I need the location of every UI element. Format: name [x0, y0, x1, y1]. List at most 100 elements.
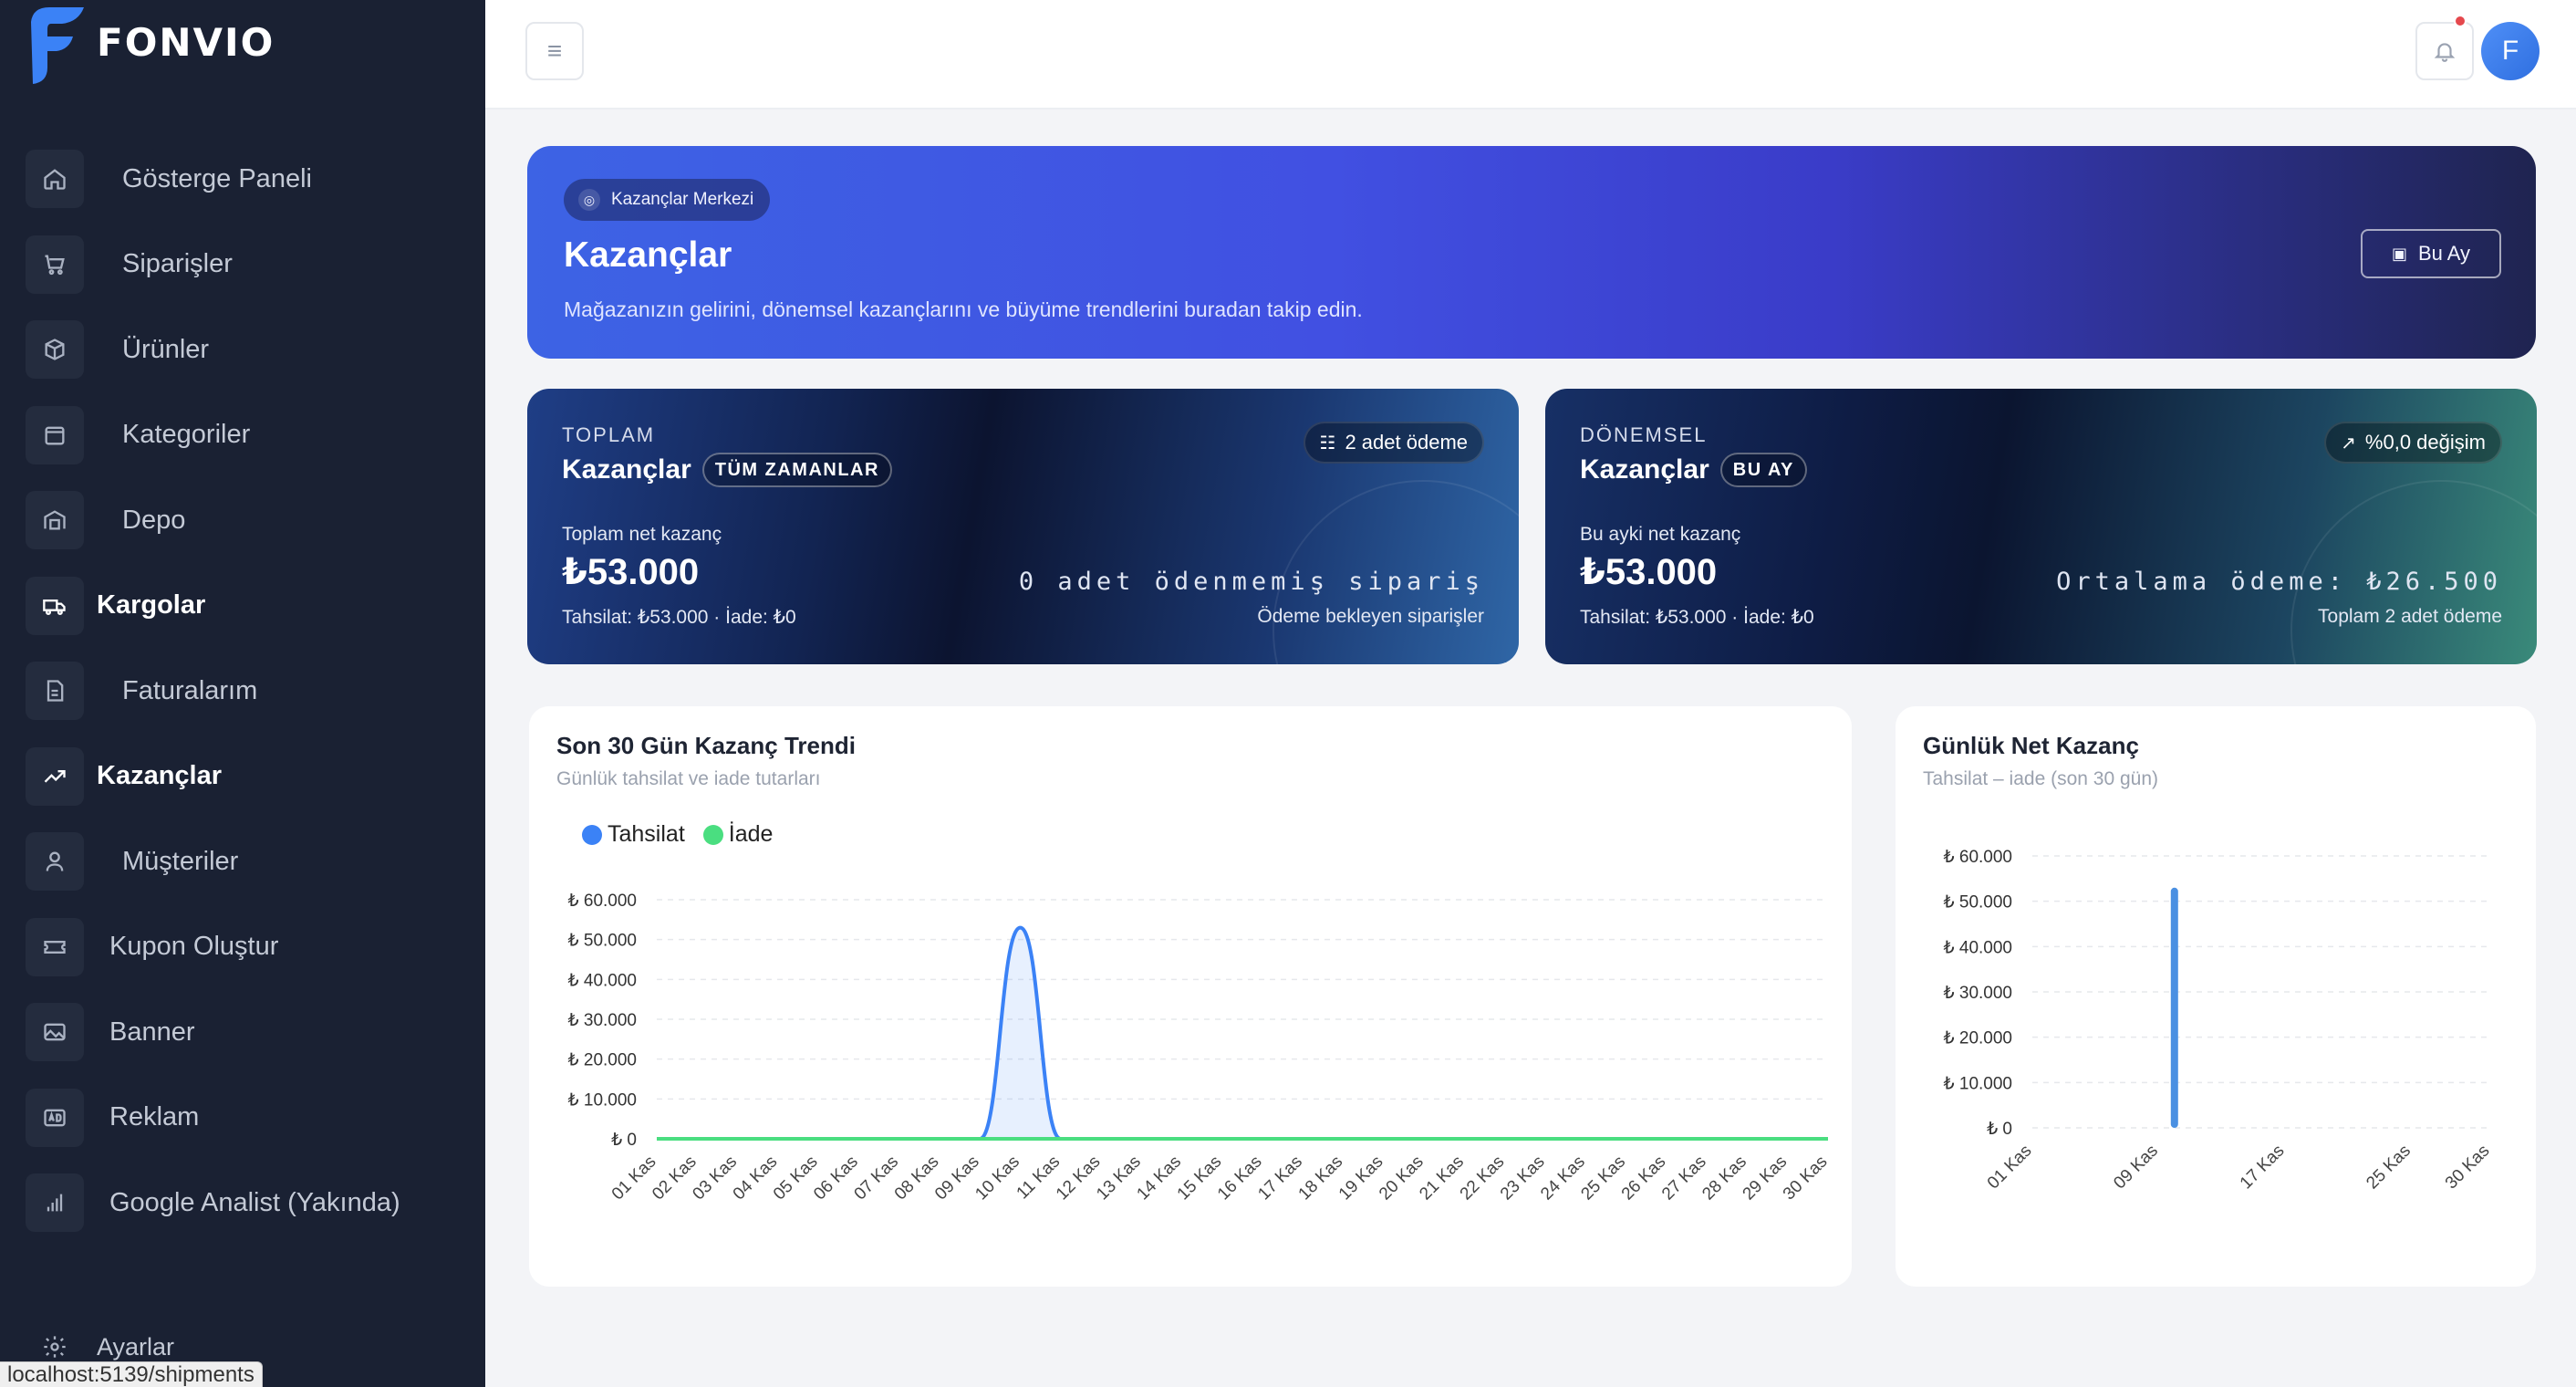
card-amount: ₺53.000 — [562, 552, 700, 592]
sidebar-item-settings[interactable]: Ayarlar — [26, 1318, 174, 1376]
notifications-button[interactable] — [2415, 22, 2474, 80]
sidebar-item-earnings[interactable]: Kazançlar — [26, 744, 463, 809]
sidebar-item-label: Siparişler — [122, 249, 233, 278]
card-title-text: Kazançlar — [1580, 454, 1709, 485]
x-tick-label: 24 Kas — [1537, 1152, 1589, 1204]
sidebar-item-label: Ürünler — [122, 334, 210, 364]
x-tick-label: 07 Kas — [851, 1152, 903, 1204]
x-tick-label: 28 Kas — [1698, 1152, 1750, 1204]
sidebar-item-categories[interactable]: Kategoriler — [26, 402, 463, 468]
sidebar-item-label: Kargolar — [97, 590, 206, 620]
y-tick-label: ₺ 60.000 — [1944, 848, 2012, 867]
topbar: ≡ F — [485, 0, 2576, 110]
bell-icon — [2434, 43, 2456, 62]
hamburger-icon: ≡ — [546, 36, 563, 65]
x-tick-label: 02 Kas — [649, 1152, 701, 1204]
x-tick-label: 20 Kas — [1376, 1152, 1428, 1204]
x-tick-label: 12 Kas — [1053, 1152, 1105, 1204]
page-title: Kazançlar — [564, 235, 732, 275]
card-period-pill: BU AY — [1719, 453, 1807, 487]
x-tick-label: 17 Kas — [2237, 1142, 2289, 1194]
card-title: Kazançlar TÜM ZAMANLAR — [562, 453, 892, 487]
sidebar-item-label: Banner — [109, 1017, 195, 1047]
sidebar-item-dashboard[interactable]: Gösterge Paneli — [26, 146, 463, 212]
x-tick-label: 08 Kas — [891, 1152, 943, 1204]
x-tick-label: 09 Kas — [2110, 1142, 2162, 1194]
y-tick-label: ₺ 10.000 — [1944, 1074, 2012, 1093]
x-tick-label: 25 Kas — [1577, 1152, 1629, 1204]
legend-label: Tahsilat — [608, 821, 685, 847]
gear-icon — [26, 1318, 84, 1376]
sidebar-item-shipments[interactable]: Kargolar — [26, 573, 463, 639]
legend-swatch — [582, 824, 602, 845]
x-tick-label: 01 Kas — [608, 1152, 660, 1204]
menu-toggle-button[interactable]: ≡ — [525, 22, 584, 80]
x-tick-label: 21 Kas — [1416, 1152, 1468, 1204]
payment-count-chip: ☷ 2 adet ödeme — [1303, 422, 1484, 464]
y-tick-label: ₺ 0 — [611, 1131, 637, 1150]
period-filter-label: Bu Ay — [2417, 242, 2471, 265]
hero-badge: ◎ Kazançlar Merkezi — [564, 179, 771, 221]
card-right-note: Toplam 2 adet ödeme — [2318, 606, 2502, 627]
sidebar-item-coupon[interactable]: Kupon Oluştur — [26, 914, 463, 980]
card-note: Tahsilat: ₺53.000 · İade: ₺0 — [562, 607, 796, 628]
brand-logo[interactable]: FONVIO — [24, 4, 275, 86]
list-icon: ☷ — [1319, 433, 1336, 454]
y-tick-label: ₺ 30.000 — [1944, 984, 2012, 1003]
sidebar-item-invoices[interactable]: Faturalarım — [26, 658, 463, 724]
legend-item-tahsilat[interactable]: Tahsilat — [582, 821, 685, 848]
panel-subtitle: Tahsilat – iade (son 30 gün) — [1923, 768, 2158, 789]
sidebar-item-products[interactable]: Ürünler — [26, 317, 463, 382]
ticket-icon — [26, 917, 84, 976]
unpaid-orders-text: 0 adet ödenmemiş sipariş — [1018, 568, 1484, 596]
y-tick-label: ₺ 0 — [1987, 1120, 2012, 1139]
settings-label: Ayarlar — [97, 1332, 175, 1361]
sidebar-item-warehouse[interactable]: Depo — [26, 487, 463, 553]
total-earnings-card: TOPLAM Kazançlar TÜM ZAMANLAR ☷ 2 adet ö… — [527, 389, 1519, 664]
y-tick-label: ₺ 50.000 — [1944, 893, 2012, 912]
sidebar-item-label: Depo — [122, 505, 186, 535]
sidebar-item-orders[interactable]: Siparişler — [26, 232, 463, 297]
bar — [2170, 887, 2178, 1128]
series-line-0 — [657, 925, 1828, 1141]
trend-chart-panel: Son 30 Gün Kazanç Trendi Günlük tahsilat… — [529, 706, 1852, 1287]
x-tick-label: 25 Kas — [2363, 1142, 2415, 1194]
sidebar-item-ads[interactable]: Reklam — [26, 1085, 463, 1151]
daily-net-chart: ₺ 0 ₺ 10.000 ₺ 20.000 ₺ 30.000 ₺ 40.000 ₺ 50.… — [1944, 848, 2494, 1194]
trending-up-icon: ↗ — [2341, 433, 2356, 454]
card-note: Tahsilat: ₺53.000 · İade: ₺0 — [1580, 607, 1814, 628]
sidebar-item-label: Kupon Oluştur — [109, 932, 279, 961]
x-tick-label: 16 Kas — [1214, 1152, 1266, 1204]
x-tick-label: 10 Kas — [971, 1152, 1023, 1204]
avatar[interactable]: F — [2481, 22, 2540, 80]
card-right-note: Ödeme bekleyen siparişler — [1257, 606, 1484, 627]
card-amount: ₺53.000 — [1580, 552, 1718, 592]
user-icon — [26, 832, 84, 891]
sidebar-item-analytics[interactable]: Google Analist (Yakında) — [26, 1170, 463, 1236]
x-tick-label: 03 Kas — [689, 1152, 741, 1204]
x-tick-label: 05 Kas — [770, 1152, 822, 1204]
trending-up-icon — [26, 746, 84, 806]
sidebar-item-customers[interactable]: Müşteriler — [26, 829, 463, 894]
legend-swatch — [702, 824, 723, 845]
card-period-pill: TÜM ZAMANLAR — [701, 453, 892, 487]
cart-icon — [26, 235, 84, 294]
card-subtitle: Bu ayki net kazanç — [1580, 524, 1741, 545]
sidebar-item-banner[interactable]: Banner — [26, 999, 463, 1065]
x-tick-label: 04 Kas — [730, 1152, 782, 1204]
y-tick-label: ₺ 20.000 — [1944, 1029, 2012, 1048]
period-filter-button[interactable]: ▣ Bu Ay — [2361, 229, 2501, 278]
card-overline: TOPLAM — [562, 423, 656, 446]
y-tick-label: ₺ 30.000 — [568, 1011, 637, 1030]
daily-net-panel: Günlük Net Kazanç Tahsilat – iade (son 3… — [1896, 706, 2536, 1287]
legend-item-iade[interactable]: İade — [702, 821, 773, 848]
status-bar-url: localhost:5139/shipments — [0, 1361, 263, 1387]
x-tick-label: 01 Kas — [1984, 1142, 2036, 1194]
card-title-text: Kazançlar — [562, 454, 691, 485]
y-tick-label: ₺ 40.000 — [1944, 938, 2012, 957]
sidebar-nav: Gösterge Paneli Siparişler Ürünler Kateg… — [26, 146, 463, 1256]
x-tick-label: 30 Kas — [2442, 1142, 2494, 1194]
ad-icon — [26, 1088, 84, 1147]
truck-icon — [26, 576, 84, 635]
change-chip: ↗ %0,0 değişim — [2324, 422, 2502, 464]
